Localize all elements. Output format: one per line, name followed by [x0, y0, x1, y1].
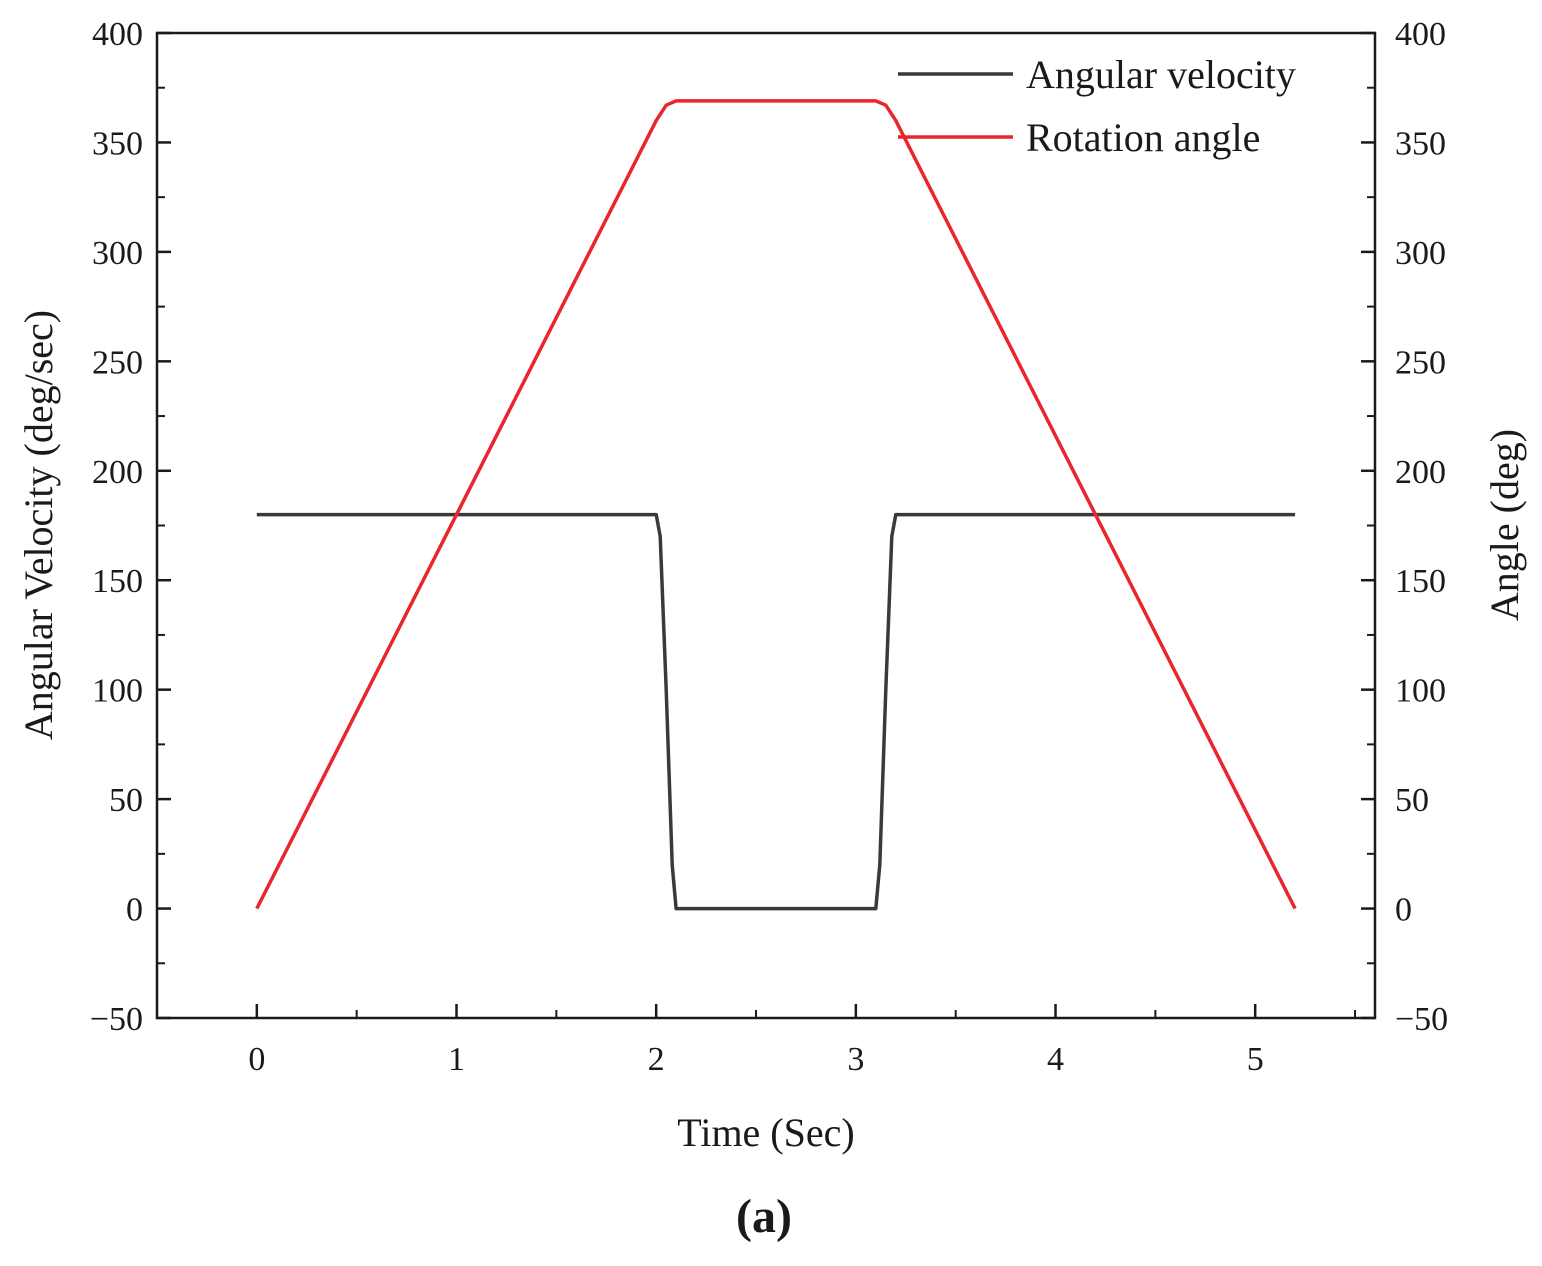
- right-y-tick-label: 200: [1395, 454, 1446, 491]
- right-y-axis-ticks: −50 0 50 100 150 200 250 300 350 400: [1361, 16, 1448, 1038]
- x-tick-label: 1: [448, 1041, 465, 1078]
- plot-frame: [155, 31, 1377, 1020]
- series-line-rotation-angle: [255, 99, 1297, 910]
- legend: Angular velocity Rotation angle: [898, 52, 1296, 160]
- series-layer: [255, 99, 1297, 911]
- x-tick-label: 5: [1247, 1041, 1264, 1078]
- right-y-axis-title: Angle (deg): [1482, 429, 1527, 621]
- x-axis-ticks: 0 1 2 3 4 5: [156, 1004, 1357, 1078]
- left-y-tick-label: 250: [92, 344, 143, 381]
- left-y-tick-label: 50: [109, 782, 143, 819]
- legend-label-rotation-angle: Rotation angle: [1026, 115, 1260, 160]
- left-y-tick-label: 350: [92, 125, 143, 162]
- x-tick-label: 2: [648, 1041, 665, 1078]
- left-y-tick-label: 400: [92, 16, 143, 53]
- left-y-tick-label: −50: [90, 1001, 143, 1038]
- right-y-tick-label: 300: [1395, 235, 1446, 272]
- x-tick-label: 0: [248, 1041, 265, 1078]
- left-y-tick-label: 200: [92, 454, 143, 491]
- series-line-angular-velocity: [256, 512, 1296, 911]
- right-y-tick-label: 100: [1395, 673, 1446, 710]
- right-y-tick-label: 50: [1395, 782, 1429, 819]
- x-axis-title: Time (Sec): [677, 1110, 854, 1155]
- legend-label-angular-velocity: Angular velocity: [1026, 52, 1296, 97]
- left-y-tick-label: 100: [92, 673, 143, 710]
- left-y-tick-label: 300: [92, 235, 143, 272]
- x-tick-label: 3: [847, 1041, 864, 1078]
- right-y-tick-label: 0: [1395, 892, 1412, 929]
- left-y-axis-title: Angular Velocity (deg/sec): [16, 310, 61, 740]
- panel-label: (a): [736, 1190, 792, 1243]
- left-y-tick-label: 0: [126, 892, 143, 929]
- x-tick-label: 4: [1047, 1041, 1064, 1078]
- right-y-tick-label: 350: [1395, 125, 1446, 162]
- right-y-tick-label: 150: [1395, 563, 1446, 600]
- left-y-axis-ticks: −50 0 50 100 150 200 250 300 350 400: [90, 16, 171, 1038]
- right-y-tick-label: 400: [1395, 16, 1446, 53]
- left-y-tick-label: 150: [92, 563, 143, 600]
- right-y-tick-label: 250: [1395, 344, 1446, 381]
- right-y-tick-label: −50: [1395, 1001, 1448, 1038]
